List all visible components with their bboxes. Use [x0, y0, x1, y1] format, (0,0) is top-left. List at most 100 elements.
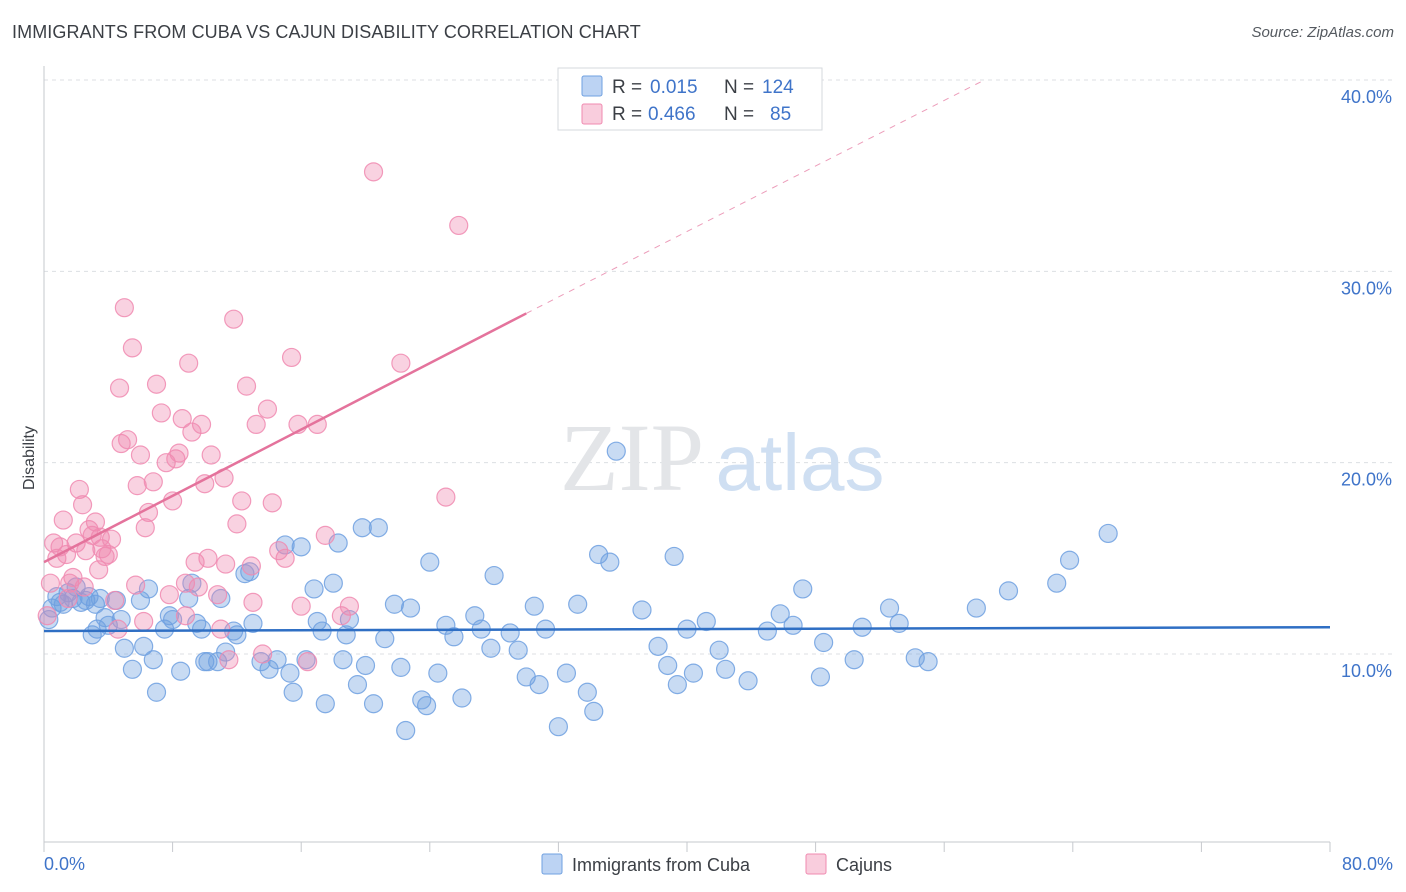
cuba-trend-line	[43, 625, 1331, 633]
cuba-point	[757, 621, 777, 641]
cuba-point	[1047, 573, 1067, 593]
cuba-point	[87, 619, 107, 639]
cuba-point	[500, 623, 520, 643]
cuba-point	[79, 586, 99, 607]
cuba-point	[814, 632, 834, 653]
y-axis-label: Disability	[21, 426, 38, 490]
cuba-point	[146, 682, 167, 702]
cajun-point	[262, 493, 282, 513]
cajun-point	[275, 548, 295, 568]
cajun-point	[169, 443, 189, 463]
cuba-point	[556, 663, 577, 683]
cuba-point	[315, 694, 335, 714]
watermark: ZIP atlas	[560, 404, 884, 511]
bottom-legend-swatch-cajun	[805, 853, 827, 875]
cuba-point	[85, 594, 106, 614]
cuba-point	[584, 701, 604, 722]
cuba-point	[368, 518, 388, 538]
cajun-point	[95, 546, 115, 567]
cajun-point	[126, 575, 146, 595]
cuba-point	[810, 667, 831, 687]
cuba-point	[420, 552, 440, 572]
cajun-point	[315, 525, 335, 545]
bottom-legend-label-cuba: Immigrants from Cuba	[572, 855, 751, 875]
cajun-point	[236, 376, 257, 396]
cuba-point	[568, 594, 588, 614]
cuba-point	[524, 596, 544, 616]
legend-swatch-cajun	[581, 103, 603, 125]
x-tick-label: 80.0%	[1342, 854, 1393, 874]
source-label: Source: ZipAtlas.com	[1251, 24, 1394, 41]
cajun-point	[37, 606, 57, 626]
cuba-point	[134, 636, 154, 656]
cajun-point	[185, 552, 205, 572]
axes	[43, 66, 1331, 852]
cajun-point	[241, 556, 261, 576]
cuba-point	[683, 663, 704, 683]
y-tick-labels: 10.0% 20.0% 30.0% 40.0%	[1341, 87, 1392, 681]
x-tick-label: 0.0%	[44, 854, 85, 874]
cajun-point	[74, 577, 94, 597]
cajun-point	[72, 495, 93, 515]
watermark-zip: ZIP	[560, 404, 704, 511]
cajun-point	[175, 606, 196, 626]
cajun-point	[243, 592, 263, 612]
cajun-point	[179, 353, 199, 373]
cuba-point	[481, 638, 501, 658]
cuba-point	[648, 636, 668, 656]
cuba-point	[998, 581, 1019, 601]
cuba-point	[283, 682, 303, 702]
cuba-point	[879, 598, 900, 618]
cajun-trend-line	[43, 312, 527, 564]
cuba-point	[138, 579, 159, 599]
legend-n-value-cuba: 124	[762, 77, 794, 98]
legend-swatch-cuba	[581, 75, 603, 97]
cuba-point	[333, 650, 353, 670]
cuba-point	[632, 600, 652, 620]
cajun-point	[391, 353, 411, 373]
legend-r-value-cajun: 0.466	[648, 104, 696, 125]
cajun-point	[449, 215, 469, 236]
cuba-point	[793, 579, 813, 599]
cuba-point	[267, 650, 287, 670]
cajun-point	[127, 476, 147, 496]
cuba-point	[291, 537, 311, 557]
cajun-point	[232, 491, 252, 511]
cajun-point	[130, 445, 151, 465]
cuba-point	[658, 655, 678, 676]
watermark-atlas: atlas	[716, 418, 885, 507]
cajun-point	[98, 544, 118, 565]
cajun-point	[216, 554, 236, 574]
cajun-point	[166, 449, 186, 469]
cuba-point	[122, 659, 143, 679]
cajun-point	[109, 378, 130, 398]
trend-lines	[43, 79, 1331, 633]
cuba-point	[715, 659, 736, 679]
x-tick-labels: 0.0% 80.0%	[44, 854, 1393, 874]
cuba-point	[905, 648, 925, 668]
cajun-point	[159, 585, 179, 605]
legend-r-label-cuba: R =	[612, 77, 642, 98]
cajun-point	[208, 585, 228, 605]
cuba-point	[667, 675, 687, 695]
cuba-point	[227, 625, 247, 645]
cuba-point	[363, 694, 384, 714]
cajun-point	[122, 338, 143, 358]
cuba-point	[588, 544, 609, 565]
cajun-point	[246, 414, 266, 434]
cuba-point	[844, 650, 864, 670]
cuba-point	[191, 619, 212, 639]
cuba-point	[352, 518, 372, 538]
cuba-point	[304, 579, 324, 599]
cajun-point	[224, 309, 244, 329]
cajun-point	[198, 548, 218, 568]
legend-r-label-cajun: R =	[612, 104, 642, 125]
cajun-trend-extension	[526, 79, 985, 314]
cajun-point	[363, 162, 384, 182]
cuba-point	[114, 638, 134, 658]
cuba-point	[770, 604, 790, 624]
cajun-point	[331, 606, 351, 626]
cuba-point	[852, 617, 872, 637]
cajun-point	[135, 518, 155, 538]
cuba-point	[738, 671, 758, 691]
